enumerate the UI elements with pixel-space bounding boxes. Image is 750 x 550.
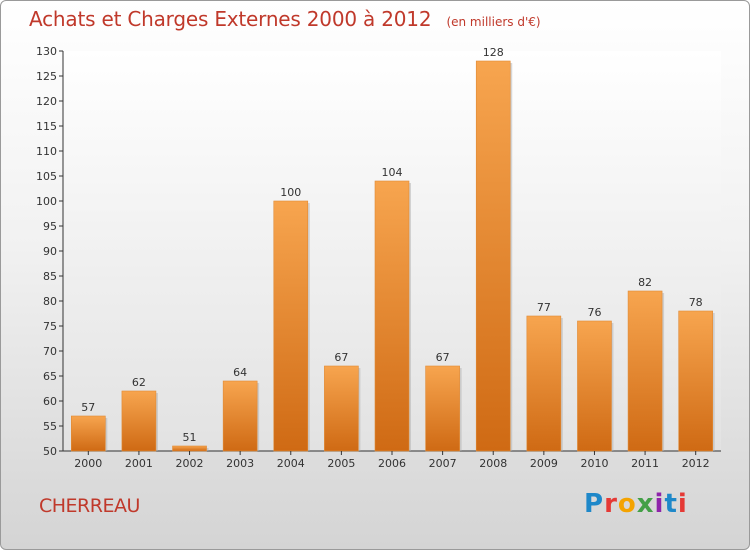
y-tick-label: 105 — [36, 170, 57, 183]
chart-subtitle: (en milliers d'€) — [446, 15, 541, 29]
x-tick-label: 2004 — [277, 457, 305, 470]
x-tick-label: 2002 — [176, 457, 204, 470]
data-label: 76 — [587, 306, 601, 319]
data-label: 78 — [689, 296, 703, 309]
x-tick-label: 2001 — [125, 457, 153, 470]
data-label: 51 — [183, 431, 197, 444]
y-tick-label: 120 — [36, 95, 57, 108]
y-tick-label: 75 — [43, 320, 57, 333]
y-tick-label: 85 — [43, 270, 57, 283]
y-tick-label: 80 — [43, 295, 57, 308]
bar — [172, 445, 207, 452]
y-tick-label: 95 — [43, 220, 57, 233]
logo-letter: t — [664, 489, 678, 519]
bar — [374, 180, 410, 452]
y-tick-label: 110 — [36, 145, 57, 158]
logo-letter: i — [654, 489, 665, 519]
y-tick-label: 125 — [36, 70, 57, 83]
y-tick-label: 70 — [43, 345, 57, 358]
bar — [627, 290, 663, 452]
data-label: 77 — [537, 301, 551, 314]
data-label: 82 — [638, 276, 652, 289]
x-tick-label: 2005 — [327, 457, 355, 470]
logo-letter: P — [584, 489, 605, 519]
bar — [577, 320, 612, 452]
data-label: 57 — [81, 401, 95, 414]
place-name: CHERREAU — [39, 495, 140, 517]
logo-letter: i — [677, 489, 688, 519]
y-tick-label: 130 — [36, 45, 57, 58]
x-tick-label: 2011 — [631, 457, 659, 470]
data-label: 104 — [382, 166, 403, 179]
bar — [222, 380, 258, 452]
data-label: 62 — [132, 376, 146, 389]
y-tick-label: 60 — [43, 395, 57, 408]
bar — [324, 365, 359, 452]
logo-letter: x — [636, 489, 655, 519]
bar — [273, 200, 309, 452]
x-tick-label: 2000 — [74, 457, 102, 470]
bar — [71, 415, 106, 452]
x-tick-label: 2007 — [429, 457, 457, 470]
bar — [526, 315, 562, 452]
y-tick-label: 90 — [43, 245, 57, 258]
data-label: 67 — [436, 351, 450, 364]
y-tick-label: 115 — [36, 120, 57, 133]
logo-letter: r — [604, 489, 618, 519]
bar — [425, 365, 460, 452]
y-tick-label: 50 — [43, 445, 57, 458]
title-block: Achats et Charges Externes 2000 à 2012 (… — [29, 7, 541, 31]
chart-title: Achats et Charges Externes 2000 à 2012 — [29, 7, 432, 31]
x-tick-label: 2010 — [580, 457, 608, 470]
bar — [678, 310, 713, 452]
y-tick-label: 100 — [36, 195, 57, 208]
y-tick-label: 55 — [43, 420, 57, 433]
x-tick-label: 2008 — [479, 457, 507, 470]
bar — [475, 60, 511, 452]
data-label: 100 — [280, 186, 301, 199]
x-tick-label: 2012 — [682, 457, 710, 470]
bar — [121, 390, 157, 452]
proxiti-logo[interactable]: Proxiti — [584, 489, 688, 519]
x-tick-label: 2003 — [226, 457, 254, 470]
y-tick-label: 65 — [43, 370, 57, 383]
x-tick-label: 2006 — [378, 457, 406, 470]
data-label: 128 — [483, 46, 504, 59]
x-tick-label: 2009 — [530, 457, 558, 470]
data-label: 64 — [233, 366, 247, 379]
data-label: 67 — [334, 351, 348, 364]
logo-letter: o — [617, 489, 637, 519]
